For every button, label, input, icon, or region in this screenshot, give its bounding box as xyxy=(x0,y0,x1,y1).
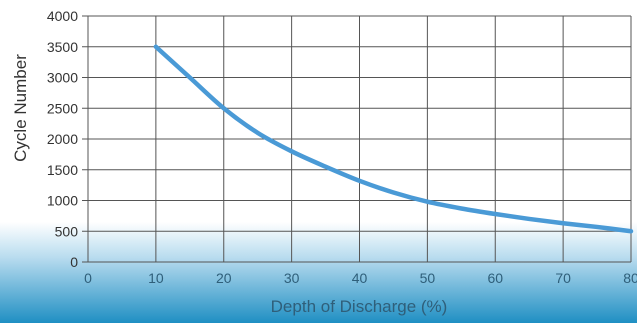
bottom-gradient-band xyxy=(0,222,637,323)
x-tick-label: 30 xyxy=(284,270,300,286)
y-tick-label: 1500 xyxy=(47,162,78,178)
data-point xyxy=(563,223,564,224)
x-tick-label: 70 xyxy=(555,270,571,286)
y-tick-label: 1000 xyxy=(47,193,78,209)
x-tick-label: 10 xyxy=(148,270,164,286)
data-point xyxy=(461,208,462,209)
y-axis-title: Cycle Number xyxy=(11,54,30,162)
data-point xyxy=(155,46,156,47)
x-tick-label: 0 xyxy=(84,270,92,286)
data-point xyxy=(189,77,190,78)
data-point xyxy=(495,214,496,215)
data-point xyxy=(291,151,292,152)
x-tick-label: 60 xyxy=(487,270,503,286)
data-point xyxy=(631,231,632,232)
y-tick-label: 2000 xyxy=(47,131,78,147)
data-point xyxy=(359,180,360,181)
y-tick-label: 3500 xyxy=(47,39,78,55)
data-point xyxy=(529,218,530,219)
series-layer xyxy=(153,44,634,234)
y-axis-ticks: 0 500 1000 1500 2000 2500 3000 3500 4000 xyxy=(47,8,78,270)
y-tick-label: 0 xyxy=(70,254,78,270)
data-point xyxy=(393,192,394,193)
x-tick-label: 40 xyxy=(352,270,368,286)
x-tick-label: 50 xyxy=(420,270,436,286)
x-tick-label: 80 xyxy=(623,270,637,286)
y-tick-label: 4000 xyxy=(47,8,78,24)
series-line xyxy=(153,44,634,234)
x-axis-title: Depth of Discharge (%) xyxy=(271,297,448,316)
data-point xyxy=(223,108,224,109)
y-tick-label: 3000 xyxy=(47,70,78,86)
data-point xyxy=(257,132,258,133)
x-tick-label: 20 xyxy=(216,270,232,286)
y-tick-label: 2500 xyxy=(47,100,78,116)
y-tick-label: 500 xyxy=(55,223,79,239)
data-point xyxy=(427,201,428,202)
x-axis-ticks: 0 10 20 30 40 50 60 70 80 xyxy=(84,270,637,286)
data-point xyxy=(325,166,326,167)
data-point xyxy=(597,226,598,227)
